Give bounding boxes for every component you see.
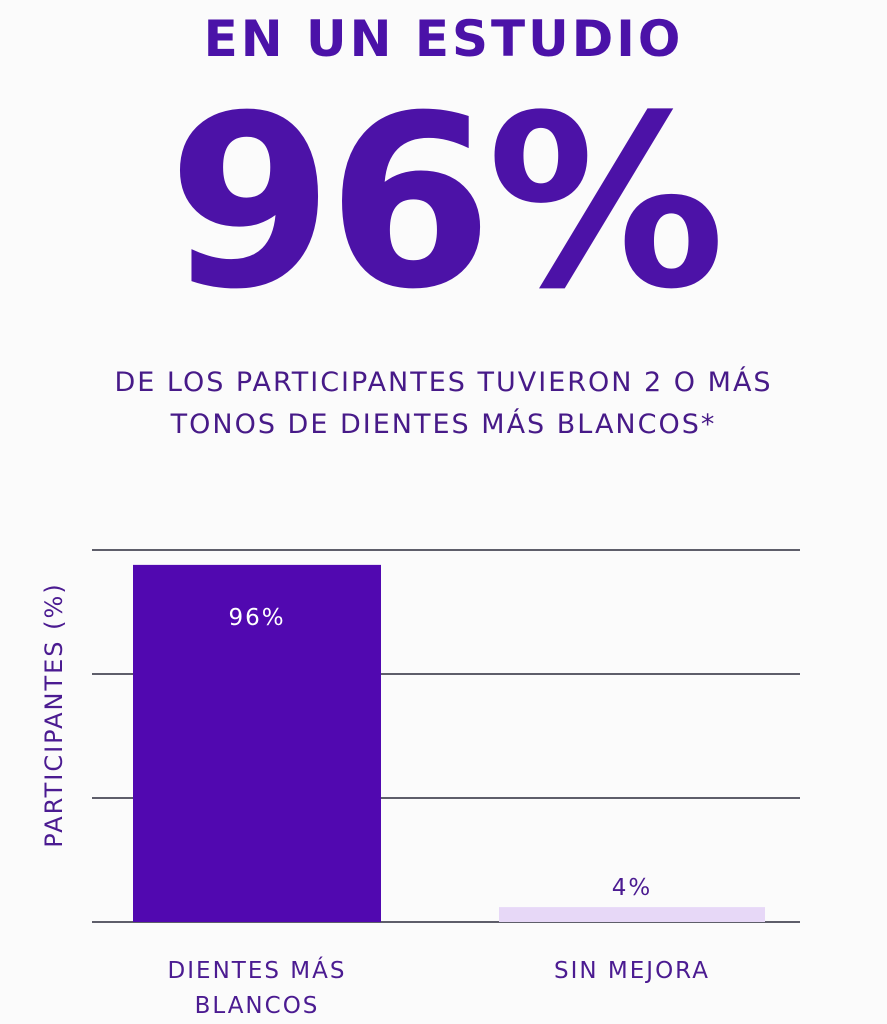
labels: 96% DIENTES MÁS BLANCOS 4% SIN MEJORA xyxy=(168,605,710,1019)
bars xyxy=(133,564,765,922)
kicker-text: EN UN ESTUDIO xyxy=(203,10,684,68)
subtitle: DE LOS PARTICIPANTES TUVIERON 2 O MÁS TO… xyxy=(60,362,827,446)
bar-0 xyxy=(133,564,381,922)
y-axis-label: PARTICIPANTES (%) xyxy=(40,582,68,847)
data-label-1: 4% xyxy=(612,875,653,901)
category-label-0-1: BLANCOS xyxy=(195,993,320,1019)
category-label-1-0: SIN MEJORA xyxy=(554,958,710,984)
headline-percentage: 96% xyxy=(167,65,726,342)
bar-1 xyxy=(499,907,765,922)
subtitle-line-2: TONOS DE DIENTES MÁS BLANCOS* xyxy=(170,409,717,440)
subtitle-line-1: DE LOS PARTICIPANTES TUVIERON 2 O MÁS xyxy=(114,367,773,398)
data-label-0: 96% xyxy=(228,605,285,631)
category-label-0-0: DIENTES MÁS xyxy=(168,956,347,984)
